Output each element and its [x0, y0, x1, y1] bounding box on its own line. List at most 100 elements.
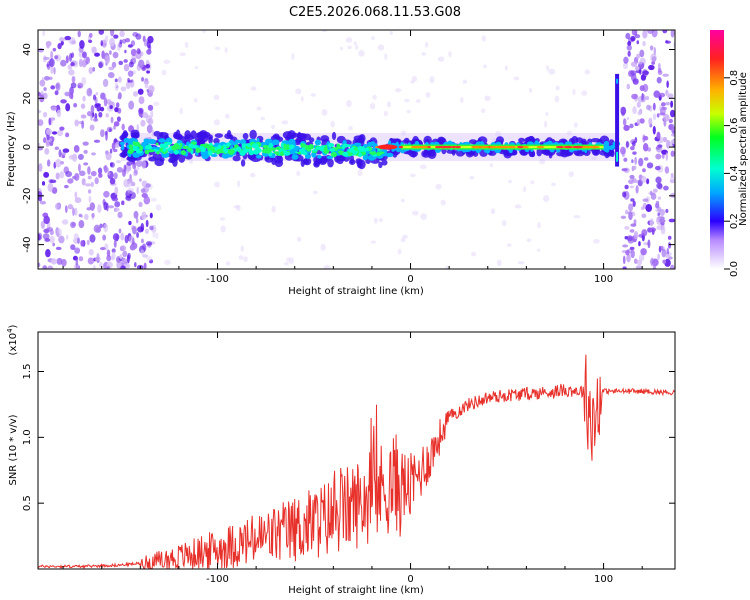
- signal-blob-inner: [147, 149, 155, 153]
- faint-blob: [412, 210, 419, 216]
- faint-blob: [496, 259, 502, 267]
- noise-blob: [668, 218, 675, 223]
- noise-blob: [141, 211, 147, 220]
- signal-blob-inner: [132, 146, 137, 152]
- noise-blob: [78, 170, 86, 177]
- signal-blob-mid: [293, 145, 300, 150]
- noise-blob: [642, 168, 646, 173]
- noise-blob: [60, 99, 67, 104]
- noise-blob: [107, 171, 111, 176]
- faint-blob: [220, 225, 226, 233]
- noise-blob: [111, 142, 116, 150]
- noise-blob: [631, 93, 638, 100]
- noise-blob: [91, 46, 97, 54]
- noise-blob: [98, 111, 103, 118]
- noise-blob: [111, 61, 117, 68]
- signal-blob-outer: [264, 155, 270, 161]
- noise-blob: [640, 175, 647, 183]
- noise-blob: [132, 173, 137, 177]
- noise-blob: [620, 215, 627, 220]
- noise-blob: [652, 102, 656, 111]
- noise-blob: [55, 172, 60, 180]
- signal-blob-inner: [180, 150, 186, 156]
- signal-blob-inner: [253, 149, 260, 155]
- faint-blob: [566, 130, 572, 136]
- signal-blob-outer: [290, 132, 299, 138]
- noise-blob: [652, 125, 656, 135]
- signal-blob-inner: [342, 151, 349, 157]
- noise-blob: [64, 35, 72, 41]
- faint-blob: [551, 182, 556, 187]
- faint-blob: [421, 51, 426, 56]
- snr-y-scale-close: ): [8, 324, 19, 328]
- faint-blob: [425, 41, 429, 48]
- noise-blob: [670, 100, 674, 108]
- noise-blob: [101, 39, 107, 48]
- noise-blob: [656, 131, 661, 140]
- noise-blob: [106, 249, 111, 257]
- spectrogram-frame: [37, 29, 676, 270]
- faint-blob: [161, 69, 167, 76]
- noise-blob: [58, 149, 62, 158]
- noise-blob: [67, 64, 73, 70]
- signal-blob-inner: [248, 149, 255, 156]
- signal-blob-mid: [610, 144, 614, 149]
- faint-blob: [537, 222, 541, 229]
- faint-blob: [152, 230, 156, 238]
- signal-blob-outer: [197, 131, 207, 140]
- noise-blob: [105, 113, 109, 118]
- noise-blob: [114, 201, 121, 208]
- signal-blob-mid: [353, 142, 362, 147]
- noise-blob: [109, 50, 112, 55]
- noise-blob: [627, 40, 632, 46]
- noise-blob: [659, 112, 666, 116]
- noise-blob: [51, 131, 58, 135]
- noise-blob: [93, 224, 101, 233]
- noise-blob: [636, 101, 641, 108]
- noise-blob: [78, 163, 81, 172]
- noise-blob: [92, 94, 97, 101]
- noise-blob: [65, 234, 69, 240]
- snr-ytick-label: 1.5: [22, 364, 33, 380]
- noise-blob: [92, 264, 96, 269]
- faint-blob: [378, 217, 384, 223]
- signal-peak: [451, 145, 456, 149]
- noise-blob: [73, 233, 79, 240]
- noise-blob: [630, 70, 637, 76]
- noise-blob: [642, 40, 646, 47]
- noise-blob: [628, 203, 634, 212]
- faint-blob: [400, 130, 407, 136]
- noise-blob: [141, 193, 148, 198]
- noise-blob: [74, 191, 78, 199]
- noise-blob: [626, 44, 632, 51]
- signal-blob-inner: [283, 147, 290, 150]
- noise-blob: [671, 139, 675, 145]
- noise-blob: [60, 152, 66, 156]
- signal-peak: [410, 145, 419, 149]
- noise-blob: [119, 30, 125, 38]
- noise-blob: [138, 107, 144, 115]
- signal-blob-outer: [308, 137, 315, 143]
- noise-blob: [45, 249, 51, 258]
- noise-blob: [626, 253, 631, 263]
- noise-blob: [77, 237, 80, 245]
- noise-blob: [668, 118, 673, 124]
- signal-blob-inner: [227, 149, 235, 154]
- noise-blob: [109, 148, 113, 154]
- faint-blob: [530, 180, 535, 185]
- faint-blob: [539, 158, 546, 165]
- noise-blob: [48, 58, 55, 68]
- signal-blob-inner: [139, 145, 143, 151]
- noise-blob: [89, 202, 96, 211]
- noise-blob: [633, 219, 637, 225]
- noise-blob: [110, 255, 114, 261]
- noise-blob: [113, 125, 116, 130]
- noise-blob: [108, 66, 115, 71]
- noise-blob: [49, 179, 57, 184]
- noise-blob: [88, 39, 93, 44]
- noise-blob: [46, 227, 54, 232]
- noise-blob: [62, 148, 70, 153]
- faint-blob: [213, 94, 220, 101]
- noise-blob: [87, 189, 92, 194]
- noise-blob: [83, 149, 88, 154]
